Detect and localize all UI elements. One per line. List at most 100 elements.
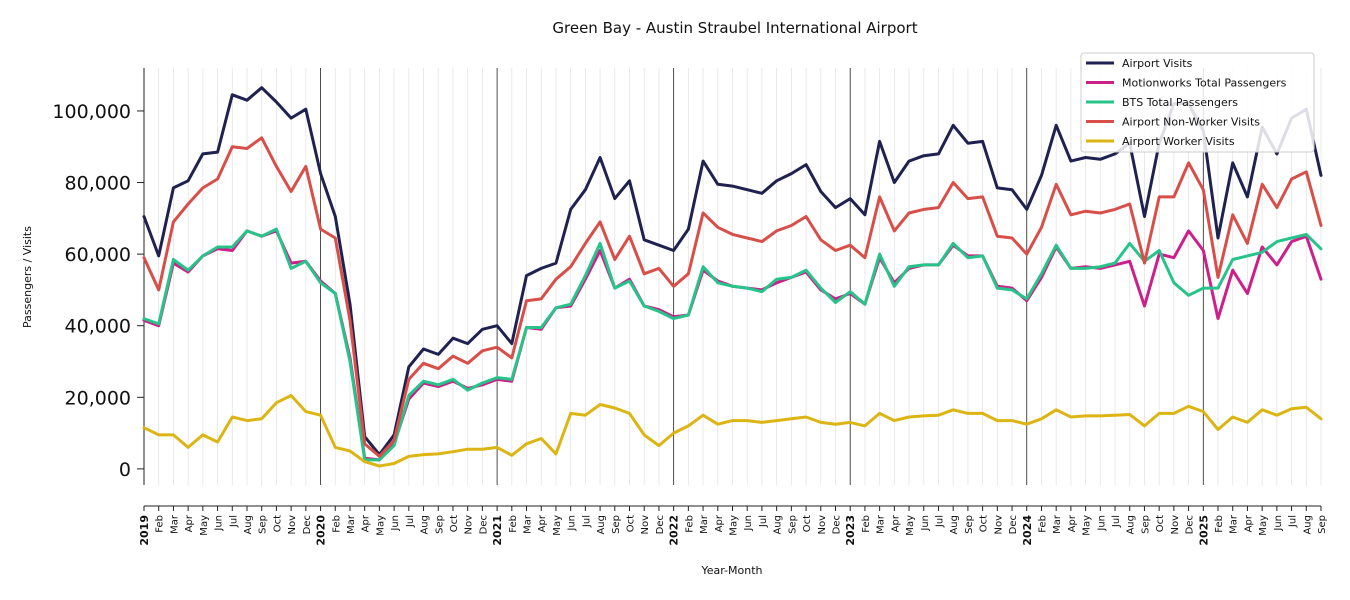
x-tick-label-month: Apr: [184, 514, 195, 532]
x-tick-label-month: Jul: [934, 515, 945, 528]
x-tick-label-year: 2025: [1197, 515, 1210, 546]
x-tick-label-month: Feb: [1214, 515, 1225, 533]
x-tick-label-month: Apr: [361, 514, 372, 532]
legend-label-bts-total-passengers: BTS Total Passengers: [1122, 96, 1238, 109]
x-tick-label-month: Oct: [449, 515, 460, 532]
x-tick-label-month: Aug: [1126, 515, 1137, 535]
x-tick-label-month: May: [1258, 515, 1269, 536]
x-tick-label-month: Apr: [890, 514, 901, 532]
x-tick-label-month: Jul: [405, 515, 416, 528]
y-axis-label: Passengers / Visits: [21, 226, 34, 328]
x-tick-label-month: Jul: [1288, 515, 1299, 528]
x-tick-label-month: Jun: [743, 515, 754, 532]
x-tick-label-month: Jul: [228, 515, 239, 528]
y-tick-label: 40,000: [65, 316, 131, 338]
x-tick-label-month: Mar: [523, 514, 534, 534]
x-tick-label-month: Jun: [1273, 515, 1284, 532]
x-tick-label-month: Jul: [581, 515, 592, 528]
x-tick-label-month: May: [1082, 515, 1093, 536]
x-tick-label-month: Sep: [787, 515, 798, 534]
x-tick-label-month: May: [905, 515, 916, 536]
x-tick-label-month: Jun: [920, 515, 931, 532]
x-tick-label-month: Aug: [1302, 515, 1313, 535]
x-tick-label-month: Nov: [817, 515, 828, 535]
series-line-airport-worker-visits: [142, 394, 1323, 468]
x-tick-label-month: Jun: [214, 515, 225, 532]
x-tick-label-month: Jul: [758, 515, 769, 528]
series-line-bts-total-passengers: [142, 227, 1323, 462]
x-tick-label-month: Feb: [684, 515, 695, 533]
x-tick-label-month: Dec: [1008, 515, 1019, 534]
x-tick-label-month: May: [729, 515, 740, 536]
x-tick-label-month: Sep: [258, 515, 269, 534]
x-tick-label-month: Mar: [169, 514, 180, 534]
x-tick-label-month: Aug: [420, 515, 431, 535]
legend-label-motionworks-total-passengers: Motionworks Total Passengers: [1122, 77, 1287, 90]
x-tick-label-month: Dec: [478, 515, 489, 534]
x-tick-label-month: Aug: [773, 515, 784, 535]
x-tick-label-month: Mar: [876, 514, 887, 534]
x-tick-label-month: Nov: [464, 515, 475, 535]
x-tick-label-month: Sep: [611, 515, 622, 534]
x-axis-label: Year-Month: [700, 564, 762, 577]
x-tick-label-month: Apr: [1243, 514, 1254, 532]
x-tick-label-month: Sep: [1317, 515, 1328, 534]
x-tick-label-month: Apr: [537, 514, 548, 532]
y-tick-label: 100,000: [52, 101, 131, 123]
x-tick-label-year: 2023: [844, 515, 857, 546]
x-tick-label-month: Sep: [1140, 515, 1151, 534]
x-tick-label-month: Jun: [390, 515, 401, 532]
x-tick-label-month: Nov: [993, 515, 1004, 535]
x-tick-label-month: Nov: [1170, 515, 1181, 535]
x-tick-label-month: Dec: [1185, 515, 1196, 534]
chart-title: Green Bay - Austin Straubel Internationa…: [552, 19, 917, 37]
x-tick-label-month: Aug: [596, 515, 607, 535]
y-tick-label: 20,000: [65, 387, 131, 409]
x-tick-label-month: Jun: [1096, 515, 1107, 532]
x-tick-label-month: Feb: [155, 515, 166, 533]
legend-label-airport-non-worker-visits: Airport Non-Worker Visits: [1122, 116, 1260, 129]
y-tick-label: 80,000: [65, 173, 131, 195]
x-tick-label-month: Feb: [861, 515, 872, 533]
x-tick-label-month: May: [375, 515, 386, 536]
x-tick-label-year: 2024: [1021, 515, 1034, 546]
x-tick-label-month: Feb: [508, 515, 519, 533]
x-tick-label-month: Mar: [346, 514, 357, 534]
series-line-airport-non-worker-visits: [142, 136, 1323, 458]
x-tick-label-year: 2021: [491, 515, 504, 546]
y-tick-label: 60,000: [65, 244, 131, 266]
x-tick-label-month: Dec: [831, 515, 842, 534]
x-tick-label-year: 2019: [138, 515, 151, 546]
legend-label-airport-visits: Airport Visits: [1122, 57, 1193, 70]
x-tick-label-month: Jun: [567, 515, 578, 532]
x-tick-label-month: Aug: [949, 515, 960, 535]
x-tick-label-month: Oct: [272, 515, 283, 532]
x-tick-label-month: Mar: [699, 514, 710, 534]
legend-box: [1080, 52, 1315, 153]
x-tick-label-month: Oct: [1155, 515, 1166, 532]
x-tick-label-month: May: [199, 515, 210, 536]
x-tick-label-month: May: [552, 515, 563, 536]
x-tick-label-month: Oct: [979, 515, 990, 532]
x-tick-label-month: Nov: [287, 515, 298, 535]
x-tick-label-month: Dec: [302, 515, 313, 534]
x-tick-label-month: Jul: [1111, 515, 1122, 528]
legend[interactable]: Airport Visits Motionworks Total Passenge…: [1080, 52, 1315, 153]
legend-label-airport-worker-visits: Airport Worker Visits: [1122, 135, 1235, 148]
x-tick-label-month: Sep: [964, 515, 975, 534]
x-tick-label-month: Feb: [331, 515, 342, 533]
y-tick-label: 0: [119, 459, 131, 481]
x-tick-label-year: 2022: [668, 515, 681, 546]
x-tick-label-month: Feb: [1037, 515, 1048, 533]
x-tick-label-month: Mar: [1229, 514, 1240, 534]
x-tick-label-year: 2020: [315, 515, 328, 546]
x-tick-label-month: Sep: [434, 515, 445, 534]
x-tick-label-month: Apr: [1067, 514, 1078, 532]
x-tick-label-month: Oct: [626, 515, 637, 532]
x-tick-label-month: Dec: [655, 515, 666, 534]
x-tick-label-month: Mar: [1052, 514, 1063, 534]
x-tick-label-month: Apr: [714, 514, 725, 532]
